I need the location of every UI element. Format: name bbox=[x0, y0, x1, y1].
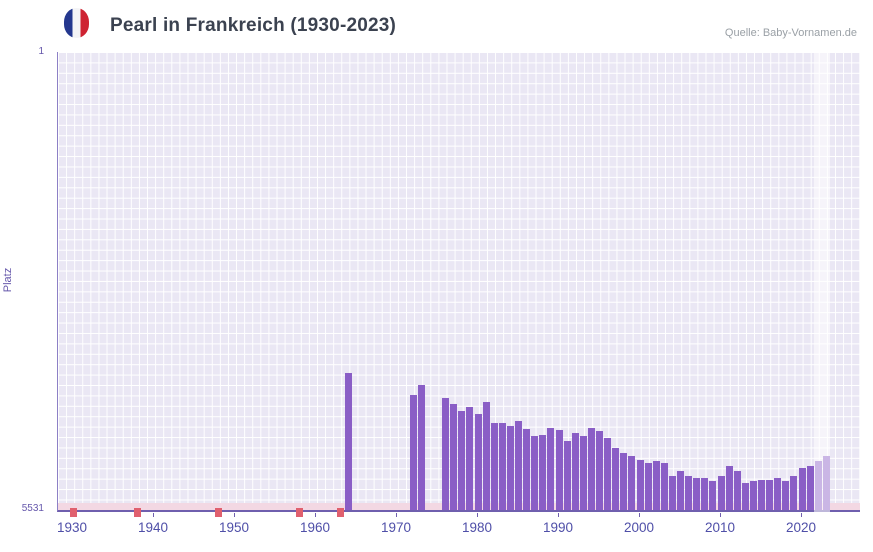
page-title: Pearl in Frankreich (1930-2023) bbox=[110, 15, 397, 36]
rank-bar-1982[interactable] bbox=[490, 422, 498, 510]
x-tick-1960 bbox=[315, 513, 316, 517]
rank-bar-2018[interactable] bbox=[782, 480, 790, 510]
x-tick-1940 bbox=[153, 513, 154, 517]
x-tick-label-1940: 1940 bbox=[137, 520, 169, 535]
rank-bar-2010[interactable] bbox=[717, 475, 725, 510]
rank-bar-1996[interactable] bbox=[604, 437, 612, 510]
no-data-mark-1938 bbox=[134, 508, 142, 517]
rank-bar-1976[interactable] bbox=[442, 397, 450, 510]
rank-bar-2007[interactable] bbox=[693, 477, 701, 510]
rank-bar-1992[interactable] bbox=[571, 432, 579, 510]
recent-years-highlight bbox=[814, 52, 831, 512]
rank-bar-2000[interactable] bbox=[636, 459, 644, 510]
source-attribution: Quelle: Baby-Vornamen.de bbox=[724, 27, 857, 39]
x-tick-label-1990: 1990 bbox=[542, 520, 574, 535]
rank-bar-1979[interactable] bbox=[466, 406, 474, 510]
rank-bar-1993[interactable] bbox=[579, 435, 587, 510]
no-data-mark-1930 bbox=[69, 508, 77, 517]
rank-bar-2011[interactable] bbox=[725, 466, 733, 510]
rank-bar-2019[interactable] bbox=[790, 475, 798, 510]
rank-bar-1995[interactable] bbox=[596, 430, 603, 510]
x-tick-label-1950: 1950 bbox=[218, 520, 250, 535]
rank-bar-2008[interactable] bbox=[701, 477, 709, 510]
rank-bar-1988[interactable] bbox=[539, 434, 547, 510]
rank-bar-2003[interactable] bbox=[660, 462, 668, 510]
no-data-mark-1948 bbox=[215, 508, 223, 517]
x-tick-label-1930: 1930 bbox=[56, 520, 88, 535]
rank-bar-2016[interactable] bbox=[766, 479, 774, 510]
x-tick-label-2020: 2020 bbox=[785, 520, 817, 535]
x-tick-1980 bbox=[477, 513, 478, 517]
x-tick-2000 bbox=[639, 513, 640, 517]
rank-bar-2017[interactable] bbox=[774, 477, 782, 510]
no-data-mark-1963 bbox=[336, 508, 344, 517]
x-tick-label-1980: 1980 bbox=[461, 520, 493, 535]
x-tick-2010 bbox=[720, 513, 721, 517]
rank-bar-2009[interactable] bbox=[709, 480, 717, 510]
rank-bar-1978[interactable] bbox=[458, 410, 466, 510]
rank-bar-2005[interactable] bbox=[677, 471, 684, 510]
rank-bar-2013[interactable] bbox=[741, 482, 749, 510]
rank-bar-1977[interactable] bbox=[450, 403, 458, 510]
x-tick-1990 bbox=[558, 513, 559, 517]
x-tick-1970 bbox=[396, 513, 397, 517]
y-axis-bottom-label: 5531 bbox=[21, 503, 44, 514]
rank-bar-1964[interactable] bbox=[344, 372, 352, 510]
rank-bar-1994[interactable] bbox=[587, 427, 595, 510]
rank-bar-1980[interactable] bbox=[474, 413, 482, 510]
rank-bar-1998[interactable] bbox=[620, 452, 628, 510]
x-tick-label-2010: 2010 bbox=[704, 520, 736, 535]
x-tick-label-1960: 1960 bbox=[299, 520, 331, 535]
x-tick-label-2000: 2000 bbox=[623, 520, 655, 535]
rank-bar-1972[interactable] bbox=[409, 394, 417, 510]
rank-bar-1991[interactable] bbox=[563, 440, 571, 510]
x-tick-label-1970: 1970 bbox=[380, 520, 412, 535]
rank-bar-1984[interactable] bbox=[506, 425, 514, 510]
rank-bar-2004[interactable] bbox=[668, 475, 676, 510]
rank-bar-1997[interactable] bbox=[612, 447, 620, 510]
no-data-mark-1958 bbox=[296, 508, 304, 517]
rank-bar-1981[interactable] bbox=[482, 401, 490, 510]
x-tick-2020 bbox=[801, 513, 802, 517]
rank-bar-2020[interactable] bbox=[798, 468, 806, 510]
rank-bar-2021[interactable] bbox=[806, 466, 814, 510]
rank-bar-1987[interactable] bbox=[531, 435, 539, 510]
rank-bar-1990[interactable] bbox=[555, 429, 563, 510]
x-axis: 1930 1940 1950 1960 1970 1980 1990 2000 2010 2020 bbox=[57, 513, 860, 542]
y-axis-top-label: 1 bbox=[38, 46, 44, 57]
y-axis-title: Platz bbox=[2, 267, 14, 293]
rank-bar-2012[interactable] bbox=[733, 471, 741, 510]
rank-bar-1999[interactable] bbox=[628, 455, 636, 510]
rank-bar-1985[interactable] bbox=[515, 420, 522, 510]
rank-bar-1973[interactable] bbox=[417, 384, 425, 510]
rank-bar-2015[interactable] bbox=[758, 479, 765, 510]
x-tick-1950 bbox=[234, 513, 235, 517]
plot-area[interactable] bbox=[57, 52, 860, 517]
rank-bar-2001[interactable] bbox=[644, 462, 652, 510]
rank-bar-1983[interactable] bbox=[498, 422, 506, 510]
france-flag-icon bbox=[64, 8, 89, 38]
rank-bar-2014[interactable] bbox=[749, 480, 757, 510]
rank-bar-1989[interactable] bbox=[547, 427, 555, 510]
rank-bar-2006[interactable] bbox=[685, 475, 693, 510]
rank-bar-1986[interactable] bbox=[523, 428, 531, 510]
rank-bar-2002[interactable] bbox=[652, 460, 660, 510]
